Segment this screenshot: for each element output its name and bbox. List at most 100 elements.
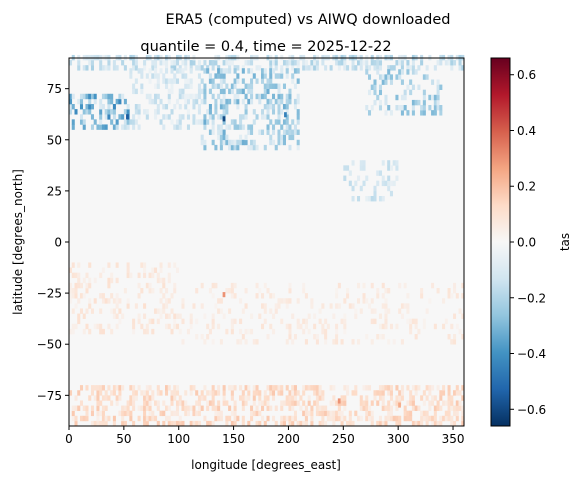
heatmap-cell: [93, 395, 97, 401]
heatmap-cell: [156, 83, 160, 89]
y-tick-label: 50: [47, 133, 62, 147]
heatmap-cell: [222, 60, 226, 66]
heatmap-cell: [373, 308, 377, 314]
heatmap-cell: [230, 420, 234, 427]
heatmap-cell: [230, 395, 234, 401]
heatmap-cell: [274, 303, 278, 309]
heatmap-cell: [132, 395, 136, 401]
heatmap-cell: [79, 385, 84, 391]
heatmap-cell: [132, 83, 136, 89]
heatmap-cell: [370, 308, 374, 314]
heatmap-cell: [280, 68, 284, 74]
heatmap-cell: [115, 124, 119, 130]
heatmap-cell: [425, 308, 429, 314]
heatmap-cell: [90, 65, 94, 71]
heatmap-cell: [258, 400, 262, 406]
heatmap-cell: [203, 93, 207, 100]
heatmap-cell: [277, 303, 281, 309]
heatmap-cell: [266, 415, 270, 422]
heatmap-cell: [447, 334, 451, 340]
heatmap-cell: [228, 415, 232, 422]
heatmap-cell: [288, 420, 292, 427]
heatmap-cell: [332, 415, 336, 422]
heatmap-cell: [214, 410, 218, 417]
heatmap-cell: [197, 395, 201, 401]
heatmap-cell: [321, 328, 325, 335]
heatmap-cell: [447, 400, 451, 406]
heatmap-cell: [384, 385, 388, 391]
heatmap-cell: [217, 298, 221, 304]
heatmap-cell: [88, 60, 92, 66]
heatmap-cell: [85, 405, 89, 411]
heatmap-cell: [354, 65, 358, 71]
heatmap-cell: [203, 114, 207, 120]
heatmap-cell: [69, 109, 73, 115]
heatmap-cell: [291, 420, 295, 427]
heatmap-cells: [69, 54, 465, 427]
heatmap-cell: [206, 334, 210, 340]
heatmap-cell: [373, 79, 377, 85]
heatmap-cell: [411, 110, 415, 116]
heatmap-cell: [110, 109, 114, 115]
heatmap-cell: [217, 93, 221, 100]
heatmap-cell: [395, 405, 399, 411]
heatmap-cell: [170, 68, 174, 74]
heatmap-cell: [392, 180, 396, 187]
heatmap-cell: [293, 400, 297, 406]
heatmap-cell: [400, 390, 404, 396]
heatmap-cell: [82, 119, 86, 125]
heatmap-cell: [433, 405, 437, 411]
heatmap-cell: [233, 83, 237, 89]
heatmap-cell: [389, 405, 393, 411]
heatmap-cell: [167, 415, 171, 422]
heatmap-cell: [217, 124, 221, 130]
heatmap-cell: [310, 415, 314, 422]
heatmap-cell: [285, 119, 289, 125]
heatmap-cell: [126, 405, 130, 411]
heatmap-cell: [362, 160, 366, 166]
heatmap-cell: [88, 277, 92, 284]
heatmap-cell: [282, 134, 286, 141]
heatmap-cell: [126, 262, 130, 268]
heatmap-cell: [200, 78, 204, 84]
heatmap-cell: [302, 390, 306, 396]
heatmap-cell: [315, 410, 319, 417]
heatmap-cell: [126, 272, 130, 279]
heatmap-cell: [293, 395, 297, 401]
heatmap-cell: [88, 282, 92, 289]
heatmap-cell: [159, 98, 163, 105]
heatmap-cell: [384, 94, 388, 101]
heatmap-cell: [370, 298, 374, 304]
heatmap-cell: [324, 405, 328, 411]
heatmap-cell: [175, 68, 180, 74]
heatmap-cell: [110, 308, 114, 314]
heatmap-cell: [269, 68, 273, 74]
heatmap-cell: [288, 334, 292, 340]
y-tick-label: 25: [47, 184, 62, 198]
heatmap-cell: [425, 395, 429, 401]
heatmap-cell: [433, 99, 437, 106]
heatmap-cell: [285, 104, 289, 110]
heatmap-cell: [282, 400, 286, 406]
heatmap-cell: [378, 390, 383, 396]
colorbar-ticks: −0.6−0.4−0.20.00.20.40.6: [510, 68, 546, 417]
heatmap-cell: [370, 196, 374, 202]
heatmap-cell: [387, 410, 391, 417]
heatmap-cell: [269, 65, 273, 71]
heatmap-cell: [315, 400, 319, 406]
heatmap-cell: [332, 420, 336, 427]
heatmap-cell: [156, 104, 160, 110]
heatmap-cell: [247, 88, 251, 95]
heatmap-cell: [400, 105, 404, 111]
heatmap-cell: [324, 65, 328, 71]
heatmap-cell: [263, 395, 267, 401]
heatmap-cell: [370, 282, 374, 289]
heatmap-cell: [170, 60, 174, 66]
heatmap-cell: [121, 124, 125, 130]
heatmap-cell: [310, 65, 314, 71]
heatmap-cell: [365, 385, 369, 391]
heatmap-cell: [389, 390, 393, 396]
heatmap-cell: [447, 293, 451, 299]
heatmap-cell: [250, 405, 254, 411]
heatmap-cell: [398, 395, 402, 401]
